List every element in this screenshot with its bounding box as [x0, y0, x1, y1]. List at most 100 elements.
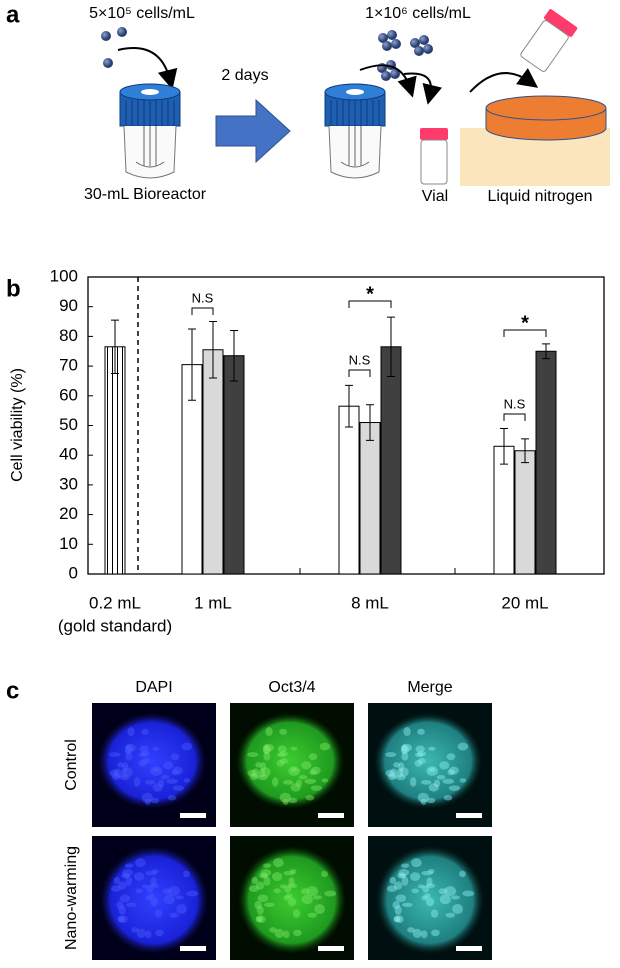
nucleus — [263, 752, 271, 761]
nucleus — [117, 762, 124, 768]
nucleus — [175, 895, 184, 900]
nucleus — [385, 769, 396, 777]
y-tick-label: 60 — [59, 385, 78, 404]
nucleus — [271, 872, 283, 881]
nucleus — [411, 888, 419, 894]
nucleus — [255, 916, 263, 923]
bar — [514, 450, 536, 575]
nucleus — [249, 773, 259, 781]
nucleus — [279, 757, 288, 764]
category-note: (gold standard) — [58, 616, 172, 635]
nucleus — [144, 930, 152, 939]
nucleus — [119, 915, 128, 924]
nucleus — [397, 872, 406, 879]
nucleus — [279, 728, 287, 735]
nucleus — [431, 929, 440, 937]
nucleus — [301, 894, 313, 905]
panel-c: c DAPI Oct3/4 Merge Control Nano-warming — [6, 677, 492, 960]
nucleus — [400, 863, 410, 868]
nucleus — [292, 909, 301, 918]
nucleus — [117, 915, 125, 923]
nucleus — [260, 762, 267, 771]
nucleus — [152, 868, 159, 874]
nucleus — [109, 752, 121, 758]
nucleus — [442, 778, 455, 784]
nucleus — [290, 746, 298, 751]
nucleus — [124, 863, 134, 868]
nucleus — [125, 902, 137, 907]
colony — [238, 846, 346, 954]
nucleus — [409, 777, 417, 787]
nucleus — [279, 792, 291, 803]
colony — [100, 846, 208, 954]
significance-label: N.S — [349, 352, 371, 367]
significance-label: N.S — [504, 396, 526, 411]
nucleus — [247, 752, 259, 758]
nucleus — [116, 901, 124, 910]
y-tick-label: 100 — [50, 266, 78, 285]
nucleus — [283, 870, 296, 876]
nucleus — [167, 795, 177, 801]
bar — [202, 349, 224, 575]
nucleus — [436, 774, 446, 780]
nucleus — [166, 778, 179, 784]
nucleus — [119, 894, 131, 903]
nucleus — [446, 753, 456, 761]
nucleus — [400, 744, 408, 755]
nucleus — [162, 888, 172, 895]
nucleus — [136, 928, 146, 939]
scale-bar — [318, 813, 344, 818]
nucleus — [260, 873, 269, 878]
y-tick-label: 80 — [59, 326, 78, 345]
nucleus — [313, 895, 322, 900]
nucleus — [306, 886, 319, 897]
nucleus — [152, 746, 160, 751]
nucleus — [248, 885, 259, 892]
error-bar — [366, 404, 374, 441]
nucleus — [448, 766, 459, 775]
nucleus — [273, 858, 284, 868]
nucleus — [172, 766, 183, 775]
nucleus — [265, 727, 273, 737]
nucleus — [439, 761, 450, 770]
nucleus — [141, 751, 151, 757]
nucleus — [393, 881, 403, 890]
nucleus — [295, 779, 303, 788]
nucleus — [170, 753, 180, 761]
nucleus — [150, 797, 160, 804]
significance-bracket — [503, 413, 526, 421]
nucleus — [393, 916, 401, 923]
nucleus — [150, 877, 157, 887]
panel-label: a — [6, 1, 20, 28]
nucleus — [290, 783, 301, 792]
nucleus — [117, 881, 127, 890]
nucleus — [255, 881, 265, 890]
nucleus — [152, 783, 163, 792]
nucleus — [288, 897, 297, 907]
nucleus — [462, 890, 475, 897]
nucleus — [457, 742, 469, 751]
nucleus — [288, 766, 301, 776]
bar — [338, 405, 360, 575]
nucleus — [393, 915, 401, 923]
nucleus — [110, 885, 121, 892]
nucleus — [118, 905, 126, 915]
nucleus — [154, 909, 163, 918]
nucleus — [263, 902, 275, 907]
nucleus — [119, 774, 130, 781]
nucleus — [123, 767, 133, 777]
scale-bar — [456, 813, 482, 818]
colony — [98, 713, 206, 809]
nucleus — [150, 897, 159, 907]
nucleus — [122, 762, 129, 771]
nucleus — [426, 897, 435, 907]
nucleus — [257, 774, 268, 781]
nucleus — [395, 915, 404, 924]
nucleus — [280, 884, 287, 889]
nucleus — [452, 904, 463, 915]
nucleus — [308, 753, 318, 761]
nucleus — [398, 873, 407, 878]
nucleus — [144, 798, 151, 805]
nucleus — [120, 768, 128, 778]
y-axis-title: Cell viability (%) — [9, 368, 26, 482]
